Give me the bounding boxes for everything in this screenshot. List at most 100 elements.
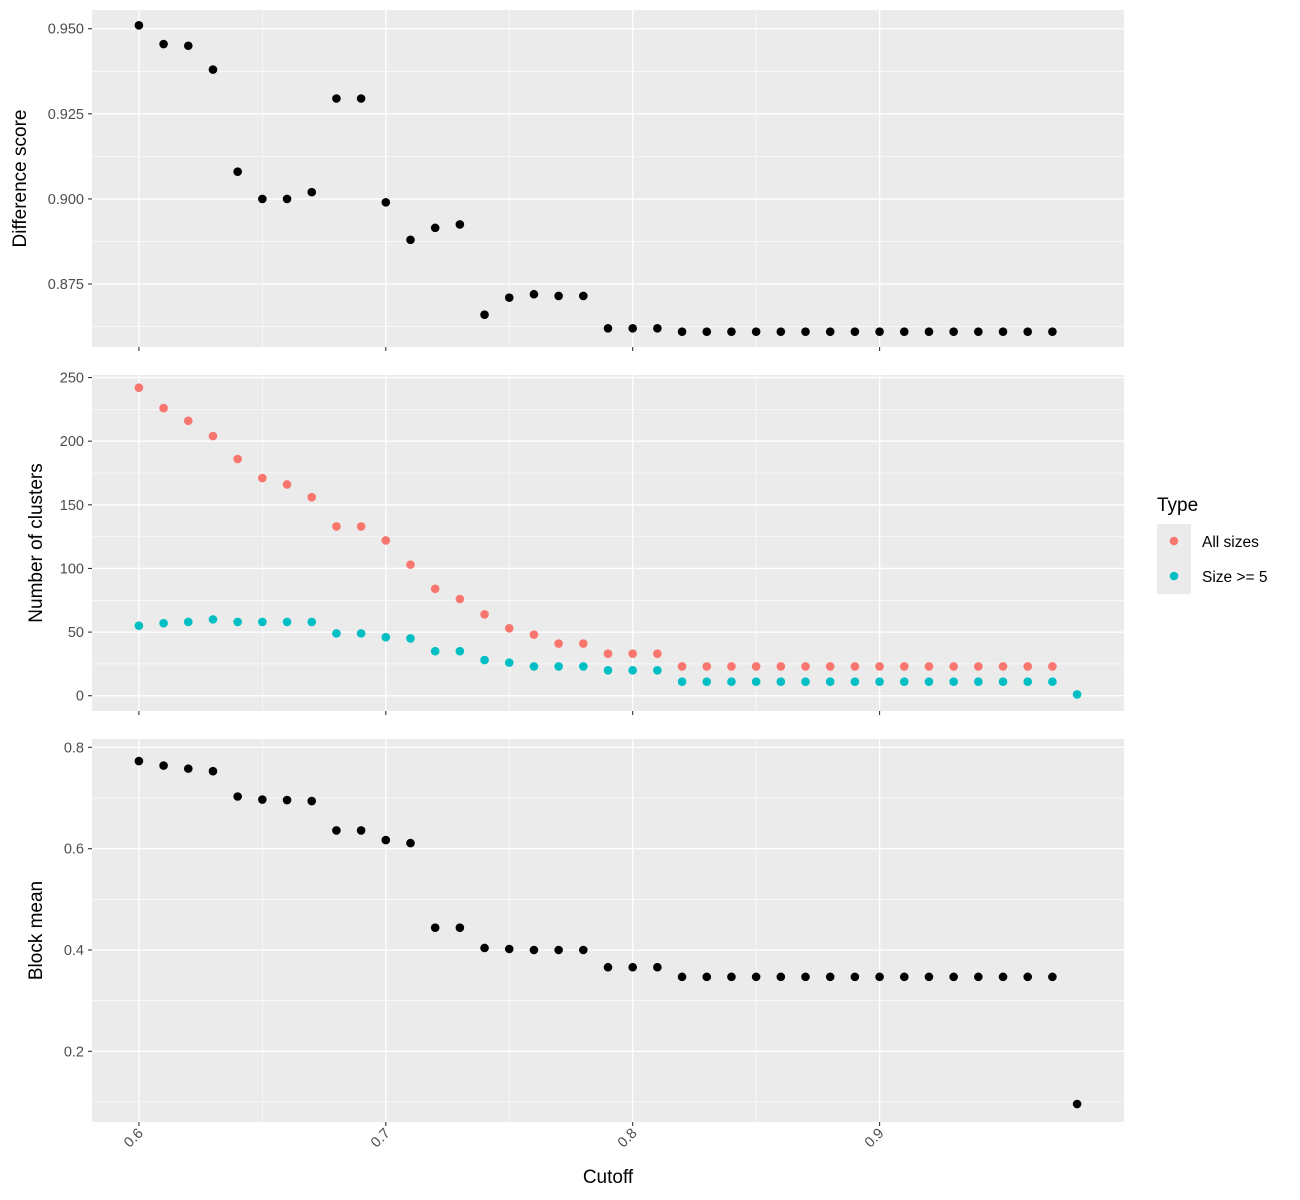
point-size-5 (332, 629, 341, 638)
data-point (825, 327, 835, 336)
point-size-5 (603, 665, 613, 675)
point-size-5 (974, 677, 983, 687)
point-size-5 (949, 677, 958, 687)
point-size-5 (554, 662, 563, 671)
data-point (751, 327, 761, 336)
point-size-5 (579, 662, 588, 671)
data-point (258, 795, 267, 804)
point-all-sizes (159, 403, 168, 413)
panel-background (92, 739, 1124, 1122)
data-point (1048, 972, 1057, 982)
data-point (1048, 327, 1057, 336)
data-point (949, 327, 958, 336)
point-all-sizes (850, 662, 860, 671)
point-all-sizes (208, 431, 218, 441)
legend-key (1169, 571, 1179, 581)
point-all-sizes (603, 649, 613, 659)
point-all-sizes (875, 662, 884, 671)
data-point (430, 223, 440, 233)
data-point (480, 310, 489, 319)
y-tick-label: 0 (76, 689, 84, 705)
data-point (702, 972, 712, 982)
point-all-sizes (307, 492, 317, 502)
point-size-5 (727, 677, 736, 687)
x-tick-label: 0.8 (615, 1126, 641, 1152)
point-all-sizes (332, 522, 341, 531)
point-size-5 (875, 677, 884, 687)
point-all-sizes (504, 623, 514, 633)
legend-key (1169, 536, 1179, 546)
data-point (529, 945, 539, 955)
point-all-sizes (430, 584, 440, 594)
point-all-sizes (480, 609, 489, 619)
point-all-sizes (949, 662, 958, 671)
y-axis-title: Block mean (26, 881, 47, 980)
point-size-5 (801, 677, 810, 687)
point-all-sizes (529, 630, 539, 639)
data-point (727, 327, 736, 336)
data-point (381, 835, 391, 845)
data-point (653, 962, 662, 972)
data-point (875, 327, 884, 336)
point-all-sizes (183, 416, 193, 426)
data-point (332, 94, 341, 103)
data-point (554, 291, 563, 301)
point-all-sizes (1048, 662, 1057, 671)
point-size-5 (258, 617, 267, 627)
y-tick-label: 0.925 (48, 107, 84, 123)
data-point (899, 327, 909, 336)
data-point (1072, 1099, 1082, 1109)
data-point (159, 39, 168, 49)
data-point (282, 795, 292, 805)
point-all-sizes (233, 454, 242, 464)
data-point (801, 327, 810, 336)
y-tick-label: 0.2 (64, 1044, 84, 1060)
point-all-sizes (134, 383, 144, 393)
panel-background (92, 10, 1124, 347)
data-point (307, 187, 317, 197)
y-tick-label: 0.950 (48, 22, 84, 38)
point-size-5 (628, 665, 637, 675)
point-size-5 (183, 617, 193, 627)
data-point (208, 766, 218, 776)
data-point (603, 962, 613, 972)
point-size-5 (1023, 677, 1033, 687)
data-point (208, 65, 218, 74)
data-point (183, 764, 193, 773)
point-size-5 (998, 677, 1008, 687)
y-tick-label: 0.6 (64, 842, 84, 858)
point-all-sizes (455, 594, 465, 604)
data-point (455, 923, 465, 933)
data-point (850, 972, 860, 982)
point-all-sizes (653, 649, 662, 659)
data-point (282, 194, 292, 204)
data-point (134, 756, 144, 766)
point-all-sizes (899, 662, 909, 671)
data-point (998, 327, 1008, 336)
point-all-sizes (776, 662, 786, 671)
point-size-5 (653, 665, 662, 675)
point-all-sizes (751, 662, 761, 671)
data-point (801, 972, 810, 982)
point-size-5 (529, 662, 539, 671)
data-point (653, 323, 662, 333)
y-tick-label: 100 (60, 561, 84, 577)
point-size-5 (776, 677, 786, 687)
point-size-5 (356, 629, 366, 638)
data-point (677, 327, 687, 336)
data-point (233, 792, 242, 801)
y-tick-label: 50 (68, 625, 84, 641)
point-size-5 (850, 677, 860, 687)
data-point (307, 796, 317, 806)
point-all-sizes (258, 473, 267, 483)
point-size-5 (455, 646, 465, 656)
point-all-sizes (1023, 662, 1033, 671)
point-all-sizes (998, 662, 1008, 671)
data-point (159, 761, 168, 770)
data-point (702, 327, 712, 336)
point-all-sizes (406, 560, 415, 569)
x-axis-title: Cutoff (583, 1167, 634, 1188)
point-size-5 (480, 655, 489, 665)
data-point (776, 972, 786, 982)
